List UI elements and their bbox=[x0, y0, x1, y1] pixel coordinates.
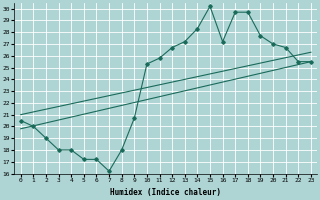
X-axis label: Humidex (Indice chaleur): Humidex (Indice chaleur) bbox=[110, 188, 221, 197]
